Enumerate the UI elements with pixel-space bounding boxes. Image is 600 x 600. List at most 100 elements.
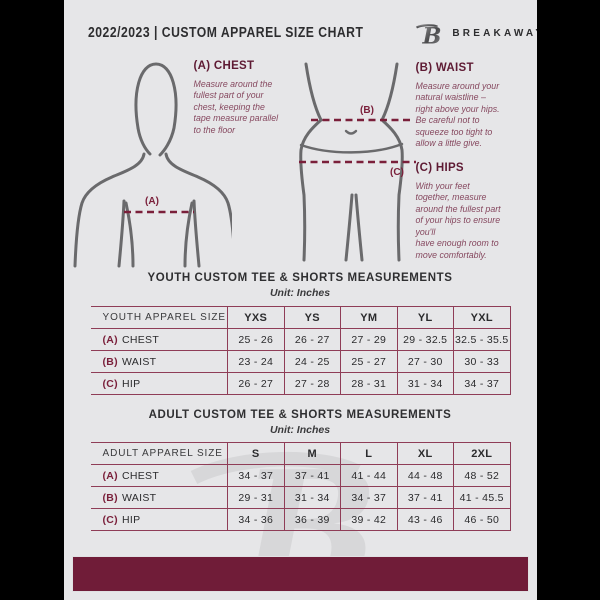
table-row: (A) CHEST 34 - 37 37 - 41 41 - 44 44 - 48 48 -… [90,464,511,487]
waist-heading: (B) WAIST [415,62,474,74]
size-column-header: 2XL [453,442,511,465]
measurement-range-cell: 37 - 41 [396,486,454,509]
measurement-letter: (A) [102,333,118,346]
measurement-row-label: (A) CHEST [90,464,228,487]
adult-table-unit: Unit: Inches [269,424,331,436]
adult-size-table: ADULT APPAREL SIZE S M L XL 2XL (A) CHEST 34 - 3… [90,442,511,531]
measurement-letter: (C) [102,513,118,526]
footer-accent-bar [71,556,529,592]
chest-heading: (A) CHEST [193,60,255,72]
waist-line-label: (B) [360,105,374,116]
measurement-range-cell: 27 - 30 [396,350,454,373]
page-title: 2022/2023 | CUSTOM APPAREL SIZE CHART [87,25,363,41]
head-outline [134,62,177,157]
measurement-range-cell: 31 - 34 [283,486,341,509]
size-column-header: YXS [227,306,284,329]
breakaway-b-logo-icon: B [416,23,442,47]
youth-table-unit: Unit: Inches [269,287,331,299]
chest-guide: (A) CHEST Measure around the fullest par… [194,60,294,136]
measurement-range-cell: 29 - 31 [227,486,284,509]
measurement-range-cell: 25 - 26 [227,328,284,351]
measurement-letter: (C) [102,377,118,390]
measurement-range-cell: 25 - 27 [340,350,397,373]
chest-description: Measure around the fullest part of your … [193,79,279,135]
measurement-row-label: (C) HIP [90,508,228,531]
measurement-range-cell: 37 - 41 [283,464,341,487]
measurement-range-cell: 28 - 31 [340,372,397,395]
measurement-range-cell: 34 - 37 [453,372,511,395]
youth-table-title: YOUTH CUSTOM TEE & SHORTS MEASUREMENTS [147,272,453,284]
measurement-range-cell: 44 - 48 [396,464,454,487]
measurement-range-cell: 34 - 37 [227,464,284,487]
measurement-name: CHEST [121,333,160,346]
measurement-name: HIP [121,377,141,390]
measurement-name: WAIST [121,491,157,504]
size-label-column-header: YOUTH APPAREL SIZE [90,306,228,329]
measurement-range-cell: 24 - 25 [283,350,341,373]
document-header: 2022/2023 | CUSTOM APPAREL SIZE CHART B … [87,18,537,48]
table-header-row: YOUTH APPAREL SIZE YXS YS YM YL YXL [90,306,511,329]
measurement-row-label: (B) WAIST [90,486,228,509]
measurement-range-cell: 34 - 36 [227,508,284,531]
measurement-range-cell: 29 - 32.5 [396,328,454,351]
size-column-header: M [283,442,341,465]
size-column-header: YS [283,306,341,329]
measurement-diagrams: (A) (A) CHEST Measure around the fullest… [64,52,537,272]
measurement-range-cell: 48 - 52 [453,464,511,487]
measurement-range-cell: 34 - 37 [340,486,397,509]
measurement-row-label: (A) CHEST [90,328,228,351]
size-column-header: L [340,442,397,465]
size-chart-document: 2022/2023 | CUSTOM APPAREL SIZE CHART B … [63,0,537,600]
table-row: (C) HIP 34 - 36 36 - 39 39 - 42 43 - 46 46 - 5… [90,508,511,531]
hips-heading: (C) HIPS [415,162,464,174]
svg-text:B: B [422,23,442,47]
measurement-row-label: (B) WAIST [90,350,228,373]
adult-table-title: ADULT CUSTOM TEE & SHORTS MEASUREMENTS [148,409,452,421]
lower-body-figure: (B) (C) [298,62,416,262]
waist-guide: (B) WAIST Measure around your natural wa… [416,62,530,150]
measurement-range-cell: 32.5 - 35.5 [453,328,511,351]
measurement-name: CHEST [121,469,160,482]
hip-contour-line [299,142,403,154]
measurement-range-cell: 23 - 24 [227,350,284,373]
hips-description: With your feet together, measure around … [415,181,501,260]
measurement-range-cell: 36 - 39 [283,508,341,531]
hip-line-label: (C) [390,167,404,178]
brand-lockup: B BREAKAWAY [415,20,537,47]
measurement-range-cell: 27 - 28 [283,372,341,395]
measurement-letter: (B) [102,491,118,504]
size-column-header: YL [396,306,454,329]
size-column-header: YM [340,306,397,329]
measurement-name: HIP [121,513,141,526]
measurement-letter: (B) [102,355,118,368]
navel-mark [344,129,357,135]
measurement-range-cell: 43 - 46 [396,508,454,531]
brand-name: BREAKAWAY [452,27,537,39]
table-row: (B) WAIST 23 - 24 24 - 25 25 - 27 27 - 30 30 -… [90,350,511,373]
table-row: (C) HIP 26 - 27 27 - 28 28 - 31 31 - 34 34 - 3… [90,372,511,395]
measurement-letter: (A) [102,469,118,482]
measurement-range-cell: 26 - 27 [283,328,341,351]
measurement-range-cell: 31 - 34 [396,372,454,395]
upper-body-figure: (A) [73,62,232,268]
table-row: (B) WAIST 29 - 31 31 - 34 34 - 37 37 - 41 41 -… [90,486,511,509]
measurement-range-cell: 27 - 29 [340,328,397,351]
chest-line-label: (A) [145,196,159,207]
measurement-range-cell: 46 - 50 [453,508,511,531]
measurement-row-label: (C) HIP [90,372,228,395]
measurement-range-cell: 39 - 42 [340,508,397,531]
measurement-range-cell: 30 - 33 [453,350,511,373]
waist-description: Measure around your natural waistline – … [415,81,500,149]
measurement-range-cell: 26 - 27 [227,372,284,395]
youth-size-table: YOUTH APPAREL SIZE YXS YS YM YL YXL (A) CHEST 25… [90,306,511,395]
hips-guide: (C) HIPS With your feet together, measur… [416,162,536,261]
size-column-header: S [227,442,284,465]
measurement-range-cell: 41 - 45.5 [453,486,511,509]
size-column-header: XL [396,442,454,465]
size-label-column-header: ADULT APPAREL SIZE [90,442,228,465]
table-header-row: ADULT APPAREL SIZE S M L XL 2XL [90,442,511,465]
size-column-header: YXL [453,306,511,329]
measurement-range-cell: 41 - 44 [340,464,397,487]
table-row: (A) CHEST 25 - 26 26 - 27 27 - 29 29 - 32.5 32… [90,328,511,351]
measurement-name: WAIST [121,355,157,368]
